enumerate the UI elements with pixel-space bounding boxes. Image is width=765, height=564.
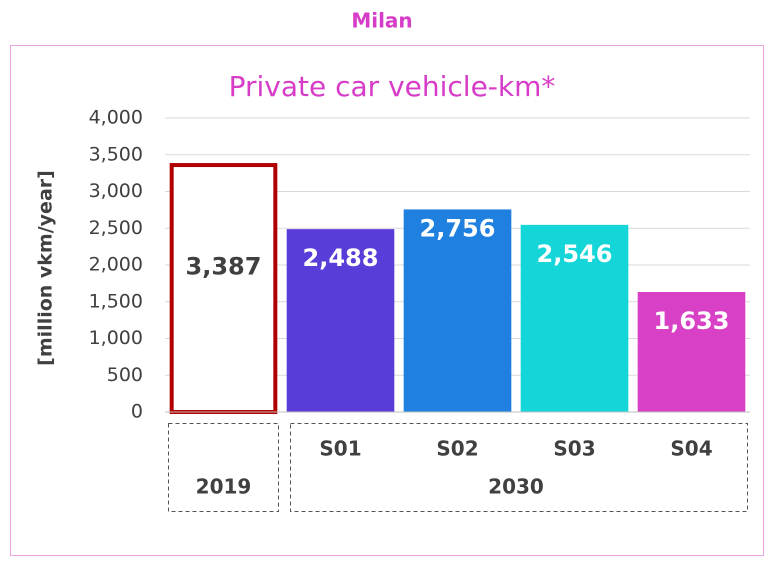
x-tick-label: 2019: [196, 475, 252, 499]
data-label: 2,546: [537, 240, 613, 268]
y-tick-label: 2,000: [89, 254, 143, 276]
bar: [286, 229, 395, 412]
y-tick-label: 4,000: [89, 107, 143, 129]
group-box: [168, 423, 279, 512]
data-label: 2,756: [420, 214, 496, 242]
header: Milan: [351, 9, 412, 33]
group-box: [290, 423, 748, 512]
y-tick-label: 2,500: [89, 217, 143, 239]
y-axis-label: [million vkm/year]: [35, 170, 57, 366]
bar: [403, 209, 512, 412]
bar: [169, 163, 278, 414]
frame: [10, 45, 764, 556]
data-label: 3,387: [186, 253, 262, 281]
y-tick-label: 3,000: [89, 180, 143, 202]
y-tick-label: 500: [107, 364, 143, 386]
x-tick-label: S02: [436, 437, 478, 461]
y-tick-label: 1,500: [89, 290, 143, 312]
data-label: 2,488: [303, 244, 379, 272]
y-tick-label: 1,000: [89, 327, 143, 349]
group-label: 2030: [488, 475, 544, 499]
chart-title: Private car vehicle-km*: [229, 70, 556, 103]
y-tick-label: 3,500: [89, 143, 143, 165]
x-tick-label: S04: [670, 437, 712, 461]
y-tick-label: 0: [131, 401, 143, 423]
bar: [520, 224, 629, 412]
x-tick-label: S01: [319, 437, 361, 461]
bar: [637, 291, 746, 412]
x-tick-label: S03: [553, 437, 595, 461]
data-label: 1,633: [654, 307, 730, 335]
